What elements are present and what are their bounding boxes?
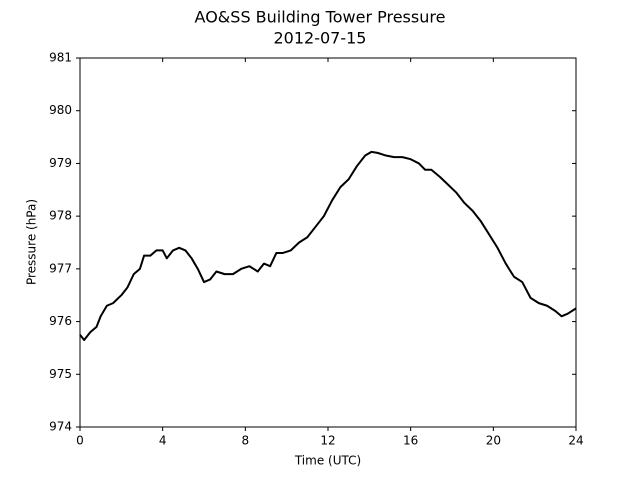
y-tick-label: 980 — [49, 103, 72, 117]
y-tick-label: 976 — [49, 314, 72, 328]
x-tick-label: 12 — [320, 434, 335, 448]
x-tick-label: 16 — [403, 434, 418, 448]
y-tick-label: 975 — [49, 367, 72, 381]
y-tick-label: 977 — [49, 261, 72, 275]
y-tick-label: 979 — [49, 156, 72, 170]
y-tick-label: 978 — [49, 209, 72, 223]
y-axis-label: Pressure (hPa) — [25, 199, 39, 285]
x-tick-label: 0 — [76, 434, 84, 448]
x-tick-label: 8 — [242, 434, 250, 448]
x-tick-label: 24 — [568, 434, 583, 448]
data-line — [79, 150, 577, 342]
x-axis-label: Time (UTC) — [294, 454, 361, 468]
x-tick-label: 20 — [486, 434, 501, 448]
chart-subtitle: 2012-07-15 — [274, 29, 367, 48]
x-tick-label: 4 — [159, 434, 167, 448]
chart-title: AO&SS Building Tower Pressure — [195, 8, 446, 27]
y-tick-label: 974 — [49, 420, 72, 434]
y-tick-label: 981 — [49, 51, 72, 65]
